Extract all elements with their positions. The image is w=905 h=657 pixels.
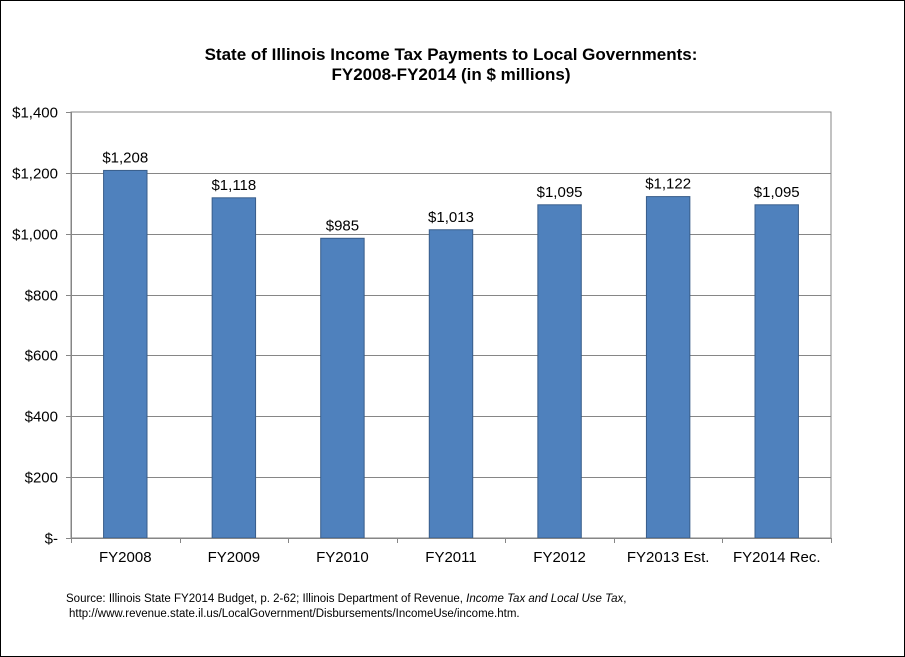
data-label: $1,095 xyxy=(537,184,583,201)
data-label: $1,095 xyxy=(754,184,800,201)
axes xyxy=(66,112,832,543)
data-label: $985 xyxy=(326,217,359,234)
y-tick-label: $1,400 xyxy=(12,105,58,122)
y-tick-label: $1,000 xyxy=(12,227,58,244)
data-label: $1,013 xyxy=(428,209,474,226)
x-tick-label: FY2013 Est. xyxy=(627,549,710,566)
x-tick-label: FY2014 Rec. xyxy=(733,549,821,566)
y-tick-label: $800 xyxy=(25,288,58,305)
data-label: $1,122 xyxy=(645,176,691,193)
y-tick-label: $1,200 xyxy=(12,166,58,183)
bar xyxy=(754,204,799,539)
bar xyxy=(320,237,365,539)
y-tick-label: $600 xyxy=(25,348,58,365)
x-tick-label: FY2010 xyxy=(316,549,369,566)
x-tick-label: FY2011 xyxy=(425,549,476,566)
source-prefix: Source: Illinois State FY2014 Budget, p.… xyxy=(66,593,467,605)
source-note: Source: Illinois State FY2014 Budget, p.… xyxy=(66,592,866,622)
y-tick-label: $400 xyxy=(25,409,58,426)
x-tick-label: FY2009 xyxy=(208,549,261,566)
y-tick-label: $200 xyxy=(25,470,58,487)
bar xyxy=(645,196,691,539)
labels: $- $200 $400 $600 $800 $1,000 $1,200 $1,400 $1,2… xyxy=(12,105,820,567)
chart-subtitle: FY2008-FY2014 (in $ millions) xyxy=(331,65,570,84)
bar xyxy=(537,204,582,539)
bar xyxy=(103,169,148,539)
bars xyxy=(103,169,799,539)
x-tick-label: FY2012 xyxy=(533,549,586,566)
chart-title: State of Illinois Income Tax Payments to… xyxy=(205,45,698,64)
bar xyxy=(428,229,474,539)
source-suffix: , xyxy=(623,593,627,605)
source-italic-title: Income Tax and Local Use Tax xyxy=(466,593,624,605)
x-tick-label: FY2008 xyxy=(99,549,152,566)
data-label: $1,208 xyxy=(102,149,148,166)
source-line-1: Source: Illinois State FY2014 Budget, p.… xyxy=(66,592,866,607)
bar xyxy=(211,197,257,539)
y-tick-label: $- xyxy=(45,531,58,548)
data-label: $1,118 xyxy=(211,177,256,194)
source-url: http://www.revenue.state.il.us/LocalGove… xyxy=(69,608,520,620)
